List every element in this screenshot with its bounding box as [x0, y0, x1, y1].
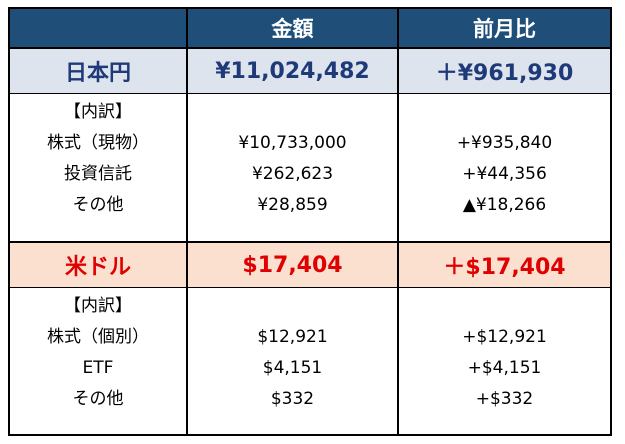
jpy-breakdown-label: 【内訳】 — [64, 102, 132, 122]
asset-summary-table: 金額 前月比 日本円 ¥11,024,482 ＋¥961,930 【内訳】 株式… — [8, 7, 612, 436]
usd-item-label: 株式（個別） — [47, 327, 149, 347]
usd-breakdown-row: 【内訳】 株式（個別） ETF その他 $12,921 $4,151 $332 … — [10, 285, 610, 434]
jpy-title: 日本円 — [64, 61, 131, 86]
jpy-breakdown-amounts: ¥10,733,000 ¥262,623 ¥28,859 — [186, 91, 397, 241]
usd-item-label: ETF — [82, 358, 114, 378]
usd-item-change: +$12,921 — [462, 327, 547, 347]
jpy-item-change: +¥44,356 — [462, 164, 547, 184]
usd-item-label: その他 — [72, 389, 124, 409]
jpy-breakdown-row: 【内訳】 株式（現物） 投資信託 その他 ¥10,733,000 ¥262,62… — [10, 91, 610, 241]
jpy-item-amount: ¥28,859 — [257, 195, 328, 215]
jpy-total: ¥11,024,482 — [186, 49, 397, 93]
usd-item-amount: $332 — [270, 389, 315, 409]
usd-total: $17,404 — [186, 243, 397, 287]
usd-item-amount: $4,151 — [262, 358, 323, 378]
jpy-item-change: +¥935,840 — [456, 133, 553, 153]
usd-breakdown-label: 【内訳】 — [64, 296, 132, 316]
usd-item-amount: $12,921 — [257, 327, 328, 347]
usd-change: ＋$17,404 — [397, 243, 610, 287]
jpy-item-amount: ¥262,623 — [251, 164, 334, 184]
usd-title: 米ドル — [64, 255, 131, 280]
usd-breakdown-labels: 【内訳】 株式（個別） ETF その他 — [10, 285, 186, 434]
jpy-breakdown-labels: 【内訳】 株式（現物） 投資信託 その他 — [10, 91, 186, 241]
usd-item-change: +$332 — [475, 389, 534, 409]
header-change: 前月比 — [397, 9, 610, 47]
jpy-item-label: 株式（現物） — [47, 133, 149, 153]
table-header-row: 金額 前月比 — [10, 9, 610, 47]
jpy-total-row: 日本円 ¥11,024,482 ＋¥961,930 — [10, 47, 610, 94]
header-empty-cell — [10, 9, 186, 47]
usd-total-row: 米ドル $17,404 ＋$17,404 — [10, 241, 610, 288]
jpy-item-amount: ¥10,733,000 — [238, 133, 347, 153]
jpy-item-label: その他 — [72, 195, 124, 215]
jpy-change: ＋¥961,930 — [397, 49, 610, 93]
header-amount: 金額 — [186, 9, 397, 47]
jpy-item-change: ▲¥18,266 — [462, 195, 547, 215]
usd-breakdown-amounts: $12,921 $4,151 $332 — [186, 285, 397, 434]
jpy-breakdown-changes: +¥935,840 +¥44,356 ▲¥18,266 — [397, 91, 610, 241]
jpy-item-label: 投資信託 — [64, 164, 132, 184]
usd-item-change: +$4,151 — [467, 358, 542, 378]
usd-breakdown-changes: +$12,921 +$4,151 +$332 — [397, 285, 610, 434]
